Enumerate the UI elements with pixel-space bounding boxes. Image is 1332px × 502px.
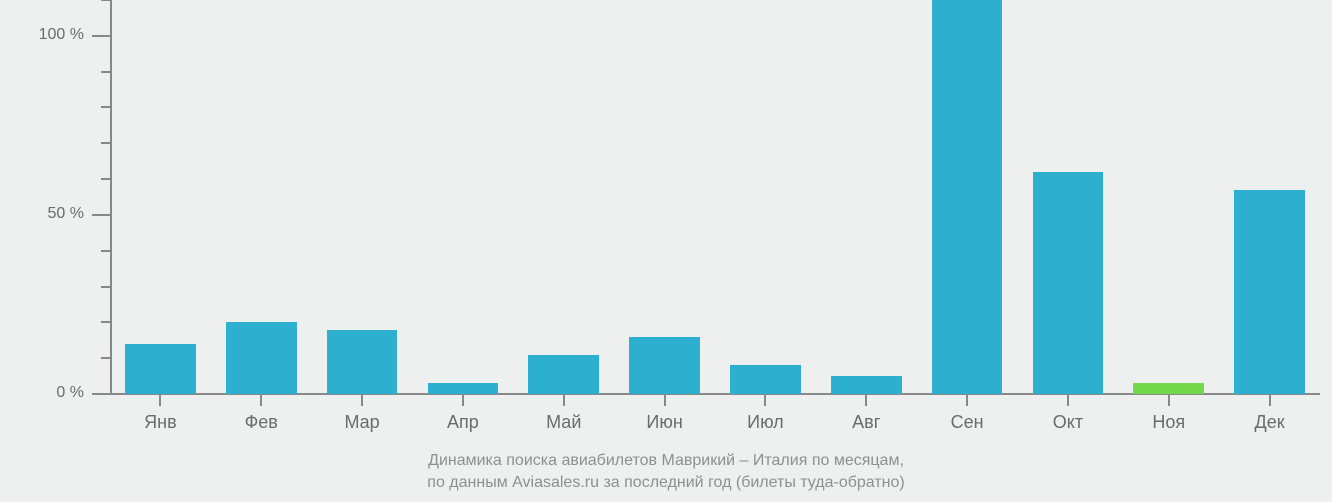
bar [831,376,902,394]
x-tick [563,394,565,406]
x-tick-label: Апр [413,412,514,433]
x-tick-label: Окт [1018,412,1119,433]
y-tick-label: 0 % [14,384,84,402]
y-tick-minor [101,357,110,359]
y-tick-major [92,35,110,37]
bar [1133,383,1204,394]
caption-line-1: Динамика поиска авиабилетов Маврикий – И… [0,450,1332,472]
x-tick-label: Май [513,412,614,433]
x-tick [1269,394,1271,406]
x-tick [1168,394,1170,406]
y-tick-minor [101,286,110,288]
x-tick [462,394,464,406]
y-tick-label: 100 % [14,26,84,44]
x-tick [664,394,666,406]
y-tick-minor [101,106,110,108]
x-tick-label: Июл [715,412,816,433]
y-tick-major [92,393,110,395]
x-tick [159,394,161,406]
chart-caption: Динамика поиска авиабилетов Маврикий – И… [0,450,1332,494]
x-tick-label: Янв [110,412,211,433]
caption-line-2: по данным Aviasales.ru за последний год … [0,472,1332,494]
x-tick-label: Дек [1219,412,1320,433]
y-tick-major [92,214,110,216]
bar [1033,172,1104,394]
x-tick [1067,394,1069,406]
y-axis [110,0,112,394]
y-tick-minor [101,250,110,252]
y-tick-label: 50 % [14,205,84,223]
x-tick-label: Авг [816,412,917,433]
x-tick-label: Июн [614,412,715,433]
bar [730,365,801,394]
x-tick-label: Сен [917,412,1018,433]
x-tick [966,394,968,406]
y-tick-minor [101,321,110,323]
bar [528,355,599,394]
bar [327,330,398,394]
bar [932,0,1003,394]
bar [629,337,700,394]
y-tick-minor [101,0,110,1]
y-tick-minor [101,71,110,73]
bar [226,322,297,394]
bar [1234,190,1305,394]
x-tick-label: Ноя [1118,412,1219,433]
x-tick [361,394,363,406]
y-tick-minor [101,142,110,144]
x-tick-label: Фев [211,412,312,433]
x-tick [764,394,766,406]
bar [428,383,499,394]
x-tick [260,394,262,406]
x-tick [865,394,867,406]
chart-area: 0 %50 %100 %ЯнвФевМарАпрМайИюнИюлАвгСенО… [110,0,1320,394]
y-tick-minor [101,178,110,180]
x-tick-label: Мар [312,412,413,433]
bar [125,344,196,394]
